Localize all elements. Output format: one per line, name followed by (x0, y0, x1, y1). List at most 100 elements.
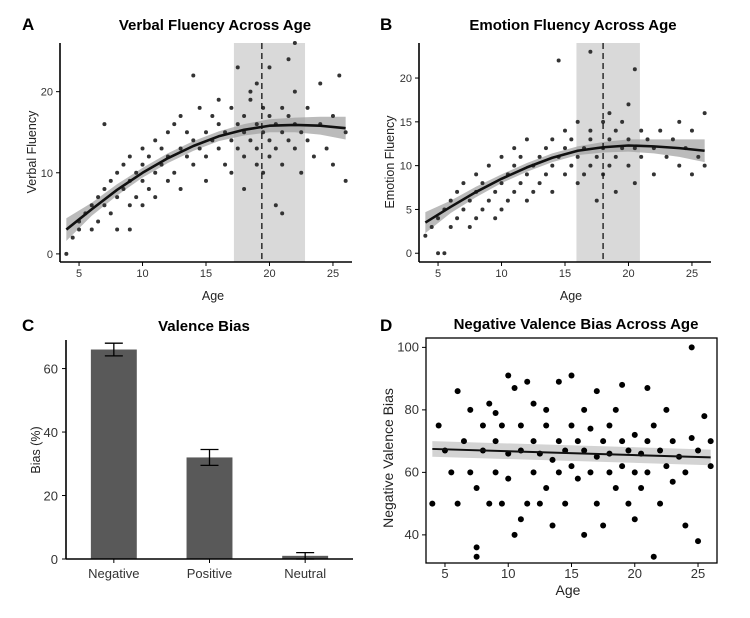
data-point (89, 203, 94, 208)
data-point (486, 400, 493, 407)
data-point (267, 65, 272, 70)
y-axis-label: Bias (%) (29, 426, 43, 473)
x-tick-label: 5 (76, 268, 82, 280)
data-point (499, 154, 504, 159)
data-point (455, 189, 460, 194)
data-point (612, 485, 619, 491)
data-point (474, 172, 479, 177)
data-point (524, 500, 531, 507)
data-point (429, 224, 434, 229)
data-point (689, 172, 694, 177)
x-tick-label: 25 (327, 268, 339, 280)
data-point (549, 456, 556, 463)
data-point (172, 122, 177, 127)
data-point (612, 406, 619, 413)
data-point (505, 475, 512, 482)
data-point (172, 170, 177, 175)
data-point (305, 138, 310, 143)
y-tick-label: 100 (397, 339, 419, 354)
panel-verbal-fluency: A Verbal Fluency Across Age 5 10 15 20 25 0 10… (22, 15, 352, 303)
data-point (644, 385, 651, 391)
data-point (631, 469, 638, 476)
data-point (600, 438, 607, 445)
data-point (670, 137, 675, 142)
y-tick-label: 10 (41, 168, 53, 180)
data-point (184, 154, 189, 159)
data-point (587, 425, 594, 432)
data-point (178, 114, 183, 118)
data-point (493, 216, 498, 221)
data-point (216, 146, 221, 151)
data-point (594, 198, 599, 203)
data-point (644, 438, 651, 445)
data-point (108, 178, 113, 183)
data-point (701, 413, 708, 420)
data-point (140, 203, 145, 208)
data-point (499, 207, 504, 212)
data-point (127, 203, 132, 208)
data-point (454, 388, 461, 395)
data-point (292, 89, 297, 94)
y-axis-label: Negative Valence Bias (380, 388, 396, 528)
data-point (229, 138, 234, 143)
data-point (248, 97, 253, 102)
data-point (658, 128, 663, 133)
data-point (77, 227, 82, 232)
data-point (330, 114, 335, 118)
data-point (626, 102, 631, 107)
data-point (531, 189, 536, 194)
data-point (632, 67, 637, 72)
y-tick-label: 15 (400, 117, 412, 129)
data-point (204, 130, 208, 135)
data-point (524, 378, 531, 385)
data-point (280, 130, 285, 135)
data-point (197, 105, 202, 110)
data-point (267, 114, 272, 118)
data-point (607, 163, 612, 168)
data-point (695, 447, 702, 454)
data-point (632, 146, 637, 151)
data-point (343, 178, 348, 183)
data-point (696, 154, 701, 159)
data-point (543, 485, 550, 491)
data-point (645, 137, 650, 142)
data-point (178, 146, 183, 151)
x-tick-label: 20 (263, 268, 275, 280)
data-point (505, 198, 510, 203)
data-point (292, 41, 297, 45)
bar (186, 457, 233, 559)
data-point (461, 207, 466, 212)
data-point (273, 203, 278, 208)
data-point (555, 438, 562, 445)
y-tick-label: 20 (41, 87, 53, 99)
data-point (121, 187, 126, 191)
data-point (146, 154, 151, 159)
panel-emotion-fluency: B Emotion Fluency Across Age 5 10 15 20 2505… (380, 15, 711, 303)
data-point (299, 170, 304, 175)
x-tick-label: 25 (686, 268, 698, 280)
data-point (619, 381, 626, 388)
data-point (448, 198, 453, 203)
data-point (493, 189, 498, 194)
data-point (305, 105, 310, 110)
data-point (204, 178, 208, 183)
data-point (663, 463, 670, 470)
data-point (140, 146, 145, 151)
data-point (436, 216, 441, 221)
data-point (695, 538, 702, 545)
data-point (448, 224, 453, 229)
data-point (242, 114, 247, 118)
category-label: Negative (88, 566, 139, 581)
data-point (235, 146, 240, 151)
y-tick-label: 0 (406, 248, 412, 260)
plot-area: Negative Positive Neutral 0 20 40 60 (44, 340, 353, 581)
data-point (575, 154, 580, 159)
data-point (165, 130, 170, 135)
data-point (575, 119, 580, 124)
data-point (626, 163, 631, 168)
data-point (429, 500, 436, 507)
x-tick-label: 10 (495, 268, 507, 280)
data-point (581, 406, 588, 413)
data-point (197, 146, 202, 151)
data-point (330, 162, 335, 167)
